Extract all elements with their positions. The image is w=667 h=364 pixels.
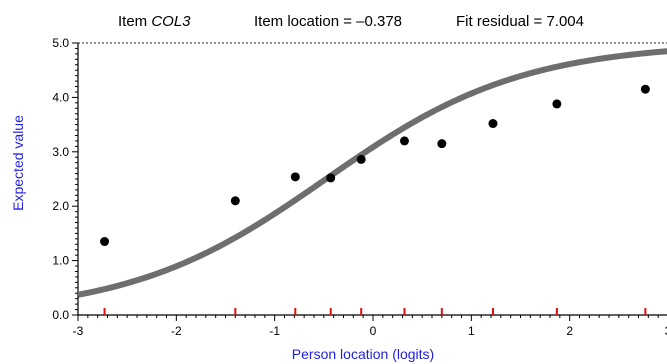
observed-point: [437, 139, 447, 149]
x-tick-label: 3: [665, 324, 667, 338]
observed-point: [326, 173, 336, 183]
observed-point: [230, 196, 240, 206]
y-tick-label: 4.0: [52, 90, 69, 104]
observed-point: [640, 84, 650, 94]
y-axis-label: Expected value: [10, 115, 26, 211]
observed-point: [399, 136, 409, 146]
x-tick-label: -3: [73, 324, 84, 338]
observed-point: [488, 119, 498, 129]
x-tick-label: -1: [269, 324, 280, 338]
x-axis-label: Person location (logits): [292, 346, 434, 362]
x-tick-label: 2: [566, 324, 573, 338]
y-tick-label: 1.0: [52, 254, 69, 268]
y-tick-label: 0.0: [52, 308, 69, 322]
observed-point: [100, 237, 110, 247]
y-tick-label: 3.0: [52, 145, 69, 159]
x-tick-label: 1: [468, 324, 475, 338]
expected-value-curve: [78, 48, 667, 298]
item-location-text: Item location = –0.378: [254, 13, 402, 30]
y-axis-ticks: 0.0 1.0 2.0 3.0 4.0 5.0: [52, 36, 78, 322]
x-tick-label: 0: [370, 324, 377, 338]
chart-header-item: Item COL3: [118, 13, 191, 30]
observed-point: [290, 172, 300, 182]
fit-residual-text: Fit residual = 7.004: [456, 13, 584, 30]
observed-point: [552, 99, 562, 109]
x-axis-ticks: -3 -2 -1 0 1 2 3: [73, 315, 667, 338]
observed-point: [356, 154, 366, 164]
x-tick-label: -2: [171, 324, 182, 338]
observed-points: [100, 84, 650, 247]
class-interval-marks: [103, 308, 647, 315]
y-tick-label: 5.0: [52, 36, 69, 50]
item-name: COL3: [151, 13, 191, 30]
item-prefix: Item: [118, 13, 151, 30]
y-tick-label: 2.0: [52, 199, 69, 213]
